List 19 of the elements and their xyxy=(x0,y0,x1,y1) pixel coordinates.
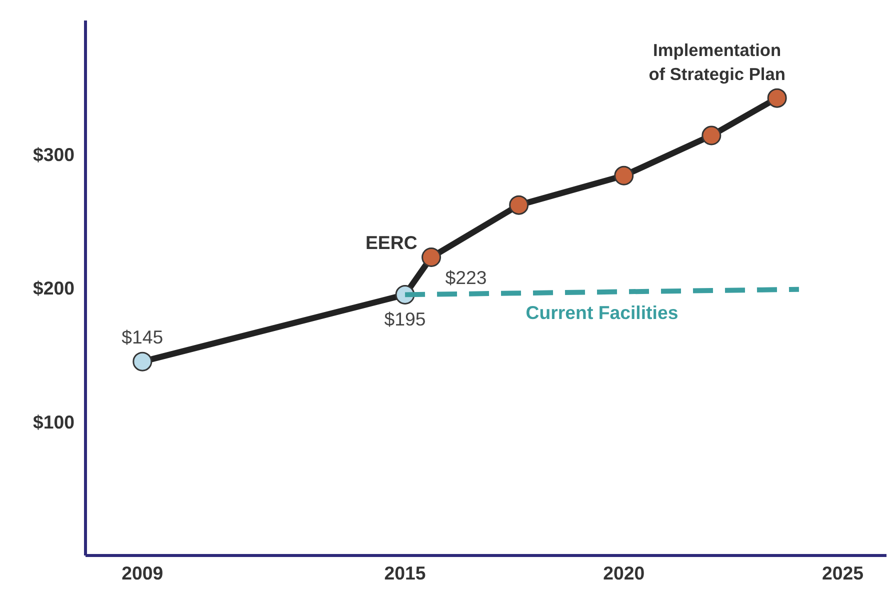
data-label: $195 xyxy=(384,308,426,330)
x-tick-label: 2015 xyxy=(384,562,426,584)
point xyxy=(509,195,529,215)
point xyxy=(614,166,634,186)
point xyxy=(767,88,787,108)
data-label: $145 xyxy=(122,326,164,348)
y-tick-label: $200 xyxy=(32,278,75,298)
series-label: Current Facilities xyxy=(526,302,678,324)
point xyxy=(422,248,442,267)
point xyxy=(702,126,722,146)
x-tick-label: 2025 xyxy=(822,562,864,584)
annotation: EERC xyxy=(365,232,418,254)
annotation: Implementation of Strategic Plan xyxy=(648,40,786,84)
x-tick-label: 2009 xyxy=(122,562,164,584)
data-label: $223 xyxy=(445,267,487,288)
x-tick-label: 2020 xyxy=(603,562,645,584)
point xyxy=(132,352,152,372)
y-tick-label: $100 xyxy=(32,411,75,432)
y-tick-label: $300 xyxy=(32,144,75,165)
